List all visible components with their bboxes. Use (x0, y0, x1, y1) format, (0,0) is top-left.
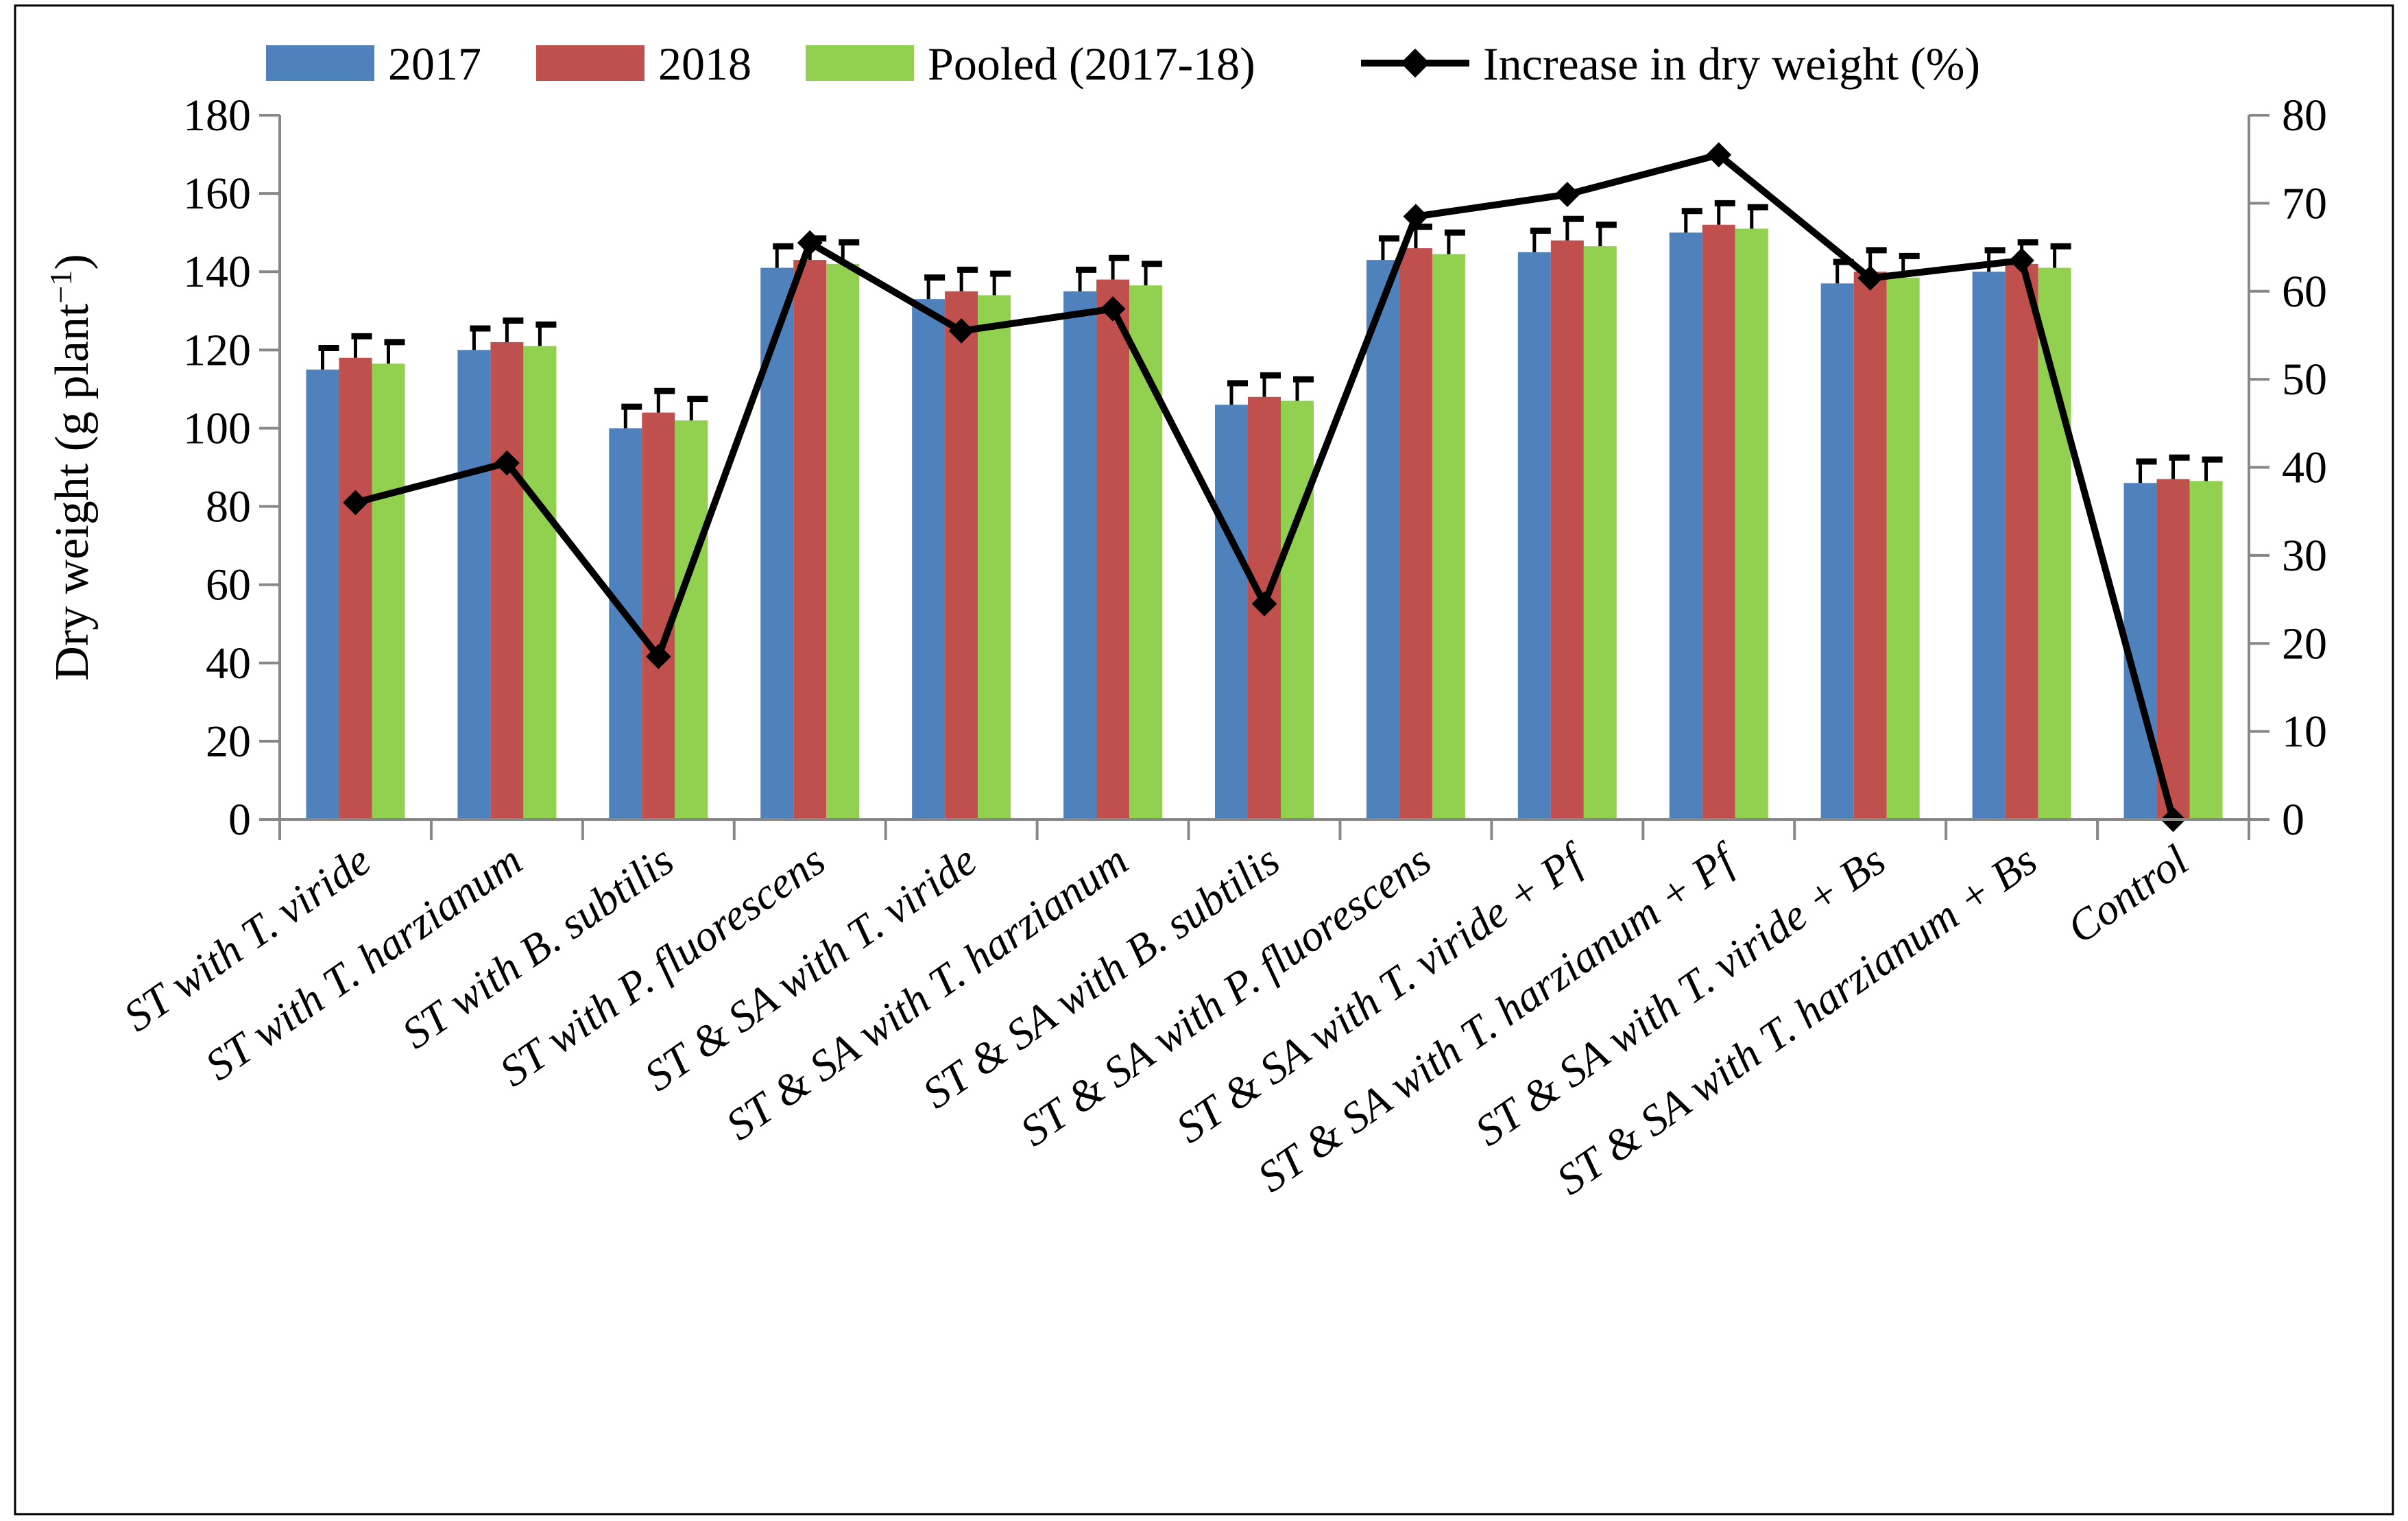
bar-2018-9 (1702, 224, 1735, 819)
bar-2018-2 (642, 412, 675, 819)
bar-2018-7 (1399, 248, 1432, 819)
bar-pooled-2017-18--2 (675, 420, 708, 819)
bar-2018-10 (1853, 272, 1887, 819)
line-marker-10 (1857, 265, 1883, 291)
y-axis-label-text: Dry weight (g plant (46, 303, 99, 681)
legend-label-2: Pooled (2017-18) (928, 38, 1255, 90)
bar-2017-4 (912, 299, 946, 819)
bar-pooled-2017-18--9 (1735, 228, 1768, 819)
legend-swatch-1 (536, 45, 645, 81)
bar-2018-11 (2005, 263, 2038, 819)
bar-pooled-2017-18--0 (372, 363, 405, 819)
line-marker-11 (2009, 248, 2035, 274)
y2-tick-label: 10 (2282, 707, 2327, 757)
bar-pooled-2017-18--4 (978, 295, 1011, 819)
line-marker-2 (645, 644, 671, 669)
y2-tick-label: 40 (2282, 443, 2327, 493)
bar-2018-0 (339, 357, 372, 819)
bar-2018-5 (1096, 279, 1130, 820)
legend: 2017 2018 Pooled (2017-18) Increase in dry … (266, 38, 1980, 90)
bar-pooled-2017-18--10 (1886, 277, 1920, 820)
bar-pooled-2017-18--8 (1583, 246, 1617, 819)
y-axis-label-close: ) (46, 254, 99, 270)
y-tick-label: 180 (183, 91, 251, 141)
line-marker-0 (343, 490, 368, 516)
y-tick-label: 60 (206, 560, 251, 610)
legend-label-3: Increase in dry weight (%) (1483, 38, 1980, 90)
y-tick-label: 100 (183, 403, 251, 453)
line-marker-4 (948, 318, 974, 344)
bar-2017-8 (1517, 252, 1551, 819)
bar-2017-11 (1972, 272, 2006, 819)
bar-2017-3 (760, 267, 794, 819)
line-marker-6 (1251, 591, 1277, 616)
line-marker-1 (494, 450, 520, 476)
y-tick-label: 140 (183, 247, 251, 297)
legend-swatch-2 (806, 45, 914, 81)
bar-pooled-2017-18--3 (826, 263, 860, 819)
y-tick-label: 80 (206, 482, 251, 532)
y-tick-label: 0 (228, 795, 251, 845)
bar-pooled-2017-18--11 (2038, 267, 2071, 819)
y-tick-label: 20 (206, 717, 251, 767)
line-marker-9 (1706, 142, 1732, 168)
y-tick-label: 120 (183, 325, 251, 375)
y2-tick-label: 60 (2282, 267, 2327, 317)
legend-swatch-0 (266, 45, 374, 81)
y2-tick-label: 70 (2282, 178, 2327, 228)
y-tick-label: 160 (183, 169, 251, 219)
legend-label-0: 2017 (388, 38, 481, 90)
bar-2017-0 (306, 369, 339, 819)
legend-label-1: 2018 (658, 38, 751, 90)
bar-2017-10 (1820, 283, 1854, 820)
line-series-group (343, 142, 2186, 833)
bar-2018-1 (490, 342, 524, 819)
bar-series-group (306, 200, 2223, 820)
bar-2017-5 (1063, 291, 1097, 819)
bar-pooled-2017-18--7 (1432, 254, 1465, 819)
bar-2017-9 (1669, 232, 1702, 820)
bar-pooled-2017-18--6 (1281, 400, 1314, 819)
line-marker-3 (797, 230, 823, 256)
bar-2017-7 (1366, 260, 1399, 819)
bar-pooled-2017-18--1 (523, 346, 557, 819)
bar-2018-12 (2156, 479, 2190, 819)
y-axis-label-superscript: −1 (43, 270, 78, 304)
bar-2018-8 (1550, 240, 1584, 820)
y2-tick-label: 50 (2282, 355, 2327, 405)
axes-group: 0 20 40 60 80 100 120 140 160 180 0 10 20 30 40 50 60 70 8… (183, 91, 2327, 845)
bar-2018-3 (793, 260, 827, 819)
y-axis-label: Dry weight (g plant−1) (43, 254, 99, 680)
bar-2017-1 (457, 350, 491, 819)
bar-pooled-2017-18--12 (2189, 481, 2223, 819)
line-marker-7 (1403, 204, 1429, 230)
y2-tick-label: 20 (2282, 619, 2327, 669)
y2-tick-label: 30 (2282, 531, 2327, 581)
y2-tick-label: 80 (2282, 91, 2327, 141)
line-marker-5 (1100, 296, 1126, 322)
y-tick-label: 40 (206, 638, 251, 688)
line-marker-8 (1554, 182, 1580, 207)
bar-2017-6 (1215, 405, 1248, 819)
bar-2018-4 (945, 291, 978, 819)
y2-tick-label: 0 (2282, 795, 2304, 845)
